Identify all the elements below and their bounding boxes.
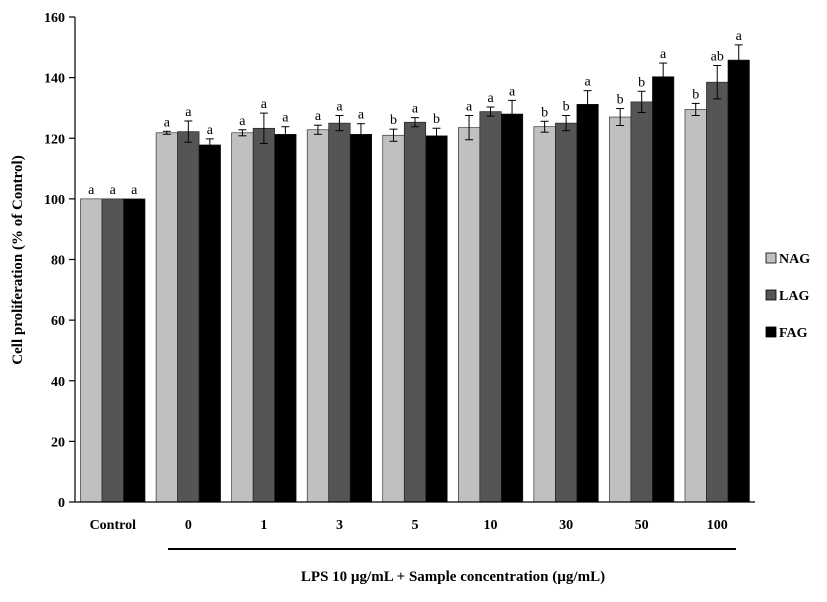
bar-fag [727,59,750,503]
bar-lag [403,121,427,503]
significance-label: a [315,109,322,124]
significance-label: a [412,102,419,117]
y-tick-label: 40 [51,375,65,390]
significance-label: a [110,183,117,198]
significance-label: b [390,113,397,128]
significance-label: a [736,29,743,44]
bar-lag [706,81,729,503]
significance-label: a [131,183,138,198]
significance-label: a [88,183,95,198]
bar-nag [231,132,254,503]
legend-swatch-nag [765,252,777,264]
x-tick-label: 5 [412,518,419,533]
y-tick-label: 140 [44,72,65,87]
bar-lag [252,127,275,503]
y-tick-label: 20 [51,435,65,450]
bar-nag [533,126,556,503]
x-tick-label: 30 [559,518,573,533]
bar-fag [576,104,599,503]
x-tick-label: 0 [185,518,192,533]
significance-label: a [261,97,268,112]
significance-label: ab [711,50,724,65]
bar-nag [458,127,481,503]
significance-label: b [563,100,570,115]
bar-lag [479,111,502,503]
bar-nag [80,198,103,503]
bar-fag [652,76,675,503]
significance-label: a [358,108,365,123]
x-axis-title: LPS 10 µg/mL + Sample concentration (µg/… [301,569,605,585]
significance-label: b [433,112,440,127]
axes-layer [69,16,755,503]
significance-label: a [585,75,592,90]
significance-label: a [509,84,516,99]
significance-label: b [541,105,548,120]
bar-fag [349,134,372,503]
y-tick-label: 80 [51,254,65,269]
y-tick-label: 60 [51,314,65,329]
x-tick-label: 100 [707,518,728,533]
x-tick-label: Control [90,518,137,533]
legend-swatch-fag [765,326,777,338]
significance-label: b [617,93,624,108]
significance-label: b [692,87,699,102]
bar-lag [555,122,578,503]
legend: NAG LAG FAG [765,252,810,341]
bar-nag [382,134,405,503]
bar-fag [274,134,297,503]
bar-fag [425,135,448,503]
significance-label: a [185,105,192,120]
bar-nag [684,109,707,503]
significance-label: a [164,115,171,130]
legend-label-fag: FAG [779,326,808,341]
significance-label: a [207,123,214,138]
legend-label-lag: LAG [779,289,809,304]
significance-label: a [239,114,246,129]
significance-label: a [660,47,667,62]
x-tick-label: 1 [260,518,267,533]
legend-swatch-lag [765,289,777,301]
significance-label: a [336,100,343,115]
bar-nag [609,116,632,503]
bar-fag [501,113,524,503]
bar-lag [177,131,200,503]
bar-nag [306,129,329,503]
bar-fag [198,144,221,503]
y-axis-title: Cell proliferation (% of Control) [10,155,26,364]
legend-label-nag: NAG [779,252,810,267]
significance-label: a [487,91,494,106]
bar-lag [101,198,124,503]
y-tick-label: 120 [44,132,65,147]
y-tick-label: 160 [44,11,65,26]
x-tick-label: 10 [484,518,498,533]
significance-label: a [466,100,473,115]
bar-lag [328,122,351,503]
significance-label: b [638,75,645,90]
bar-lag [630,101,653,503]
bar-nag [155,132,178,503]
y-tick-label: 100 [44,193,65,208]
x-tick-label: 50 [635,518,649,533]
significance-label: a [282,111,289,126]
bar-fag [123,198,146,503]
x-tick-label: 3 [336,518,343,533]
y-tick-label: 0 [58,496,65,511]
